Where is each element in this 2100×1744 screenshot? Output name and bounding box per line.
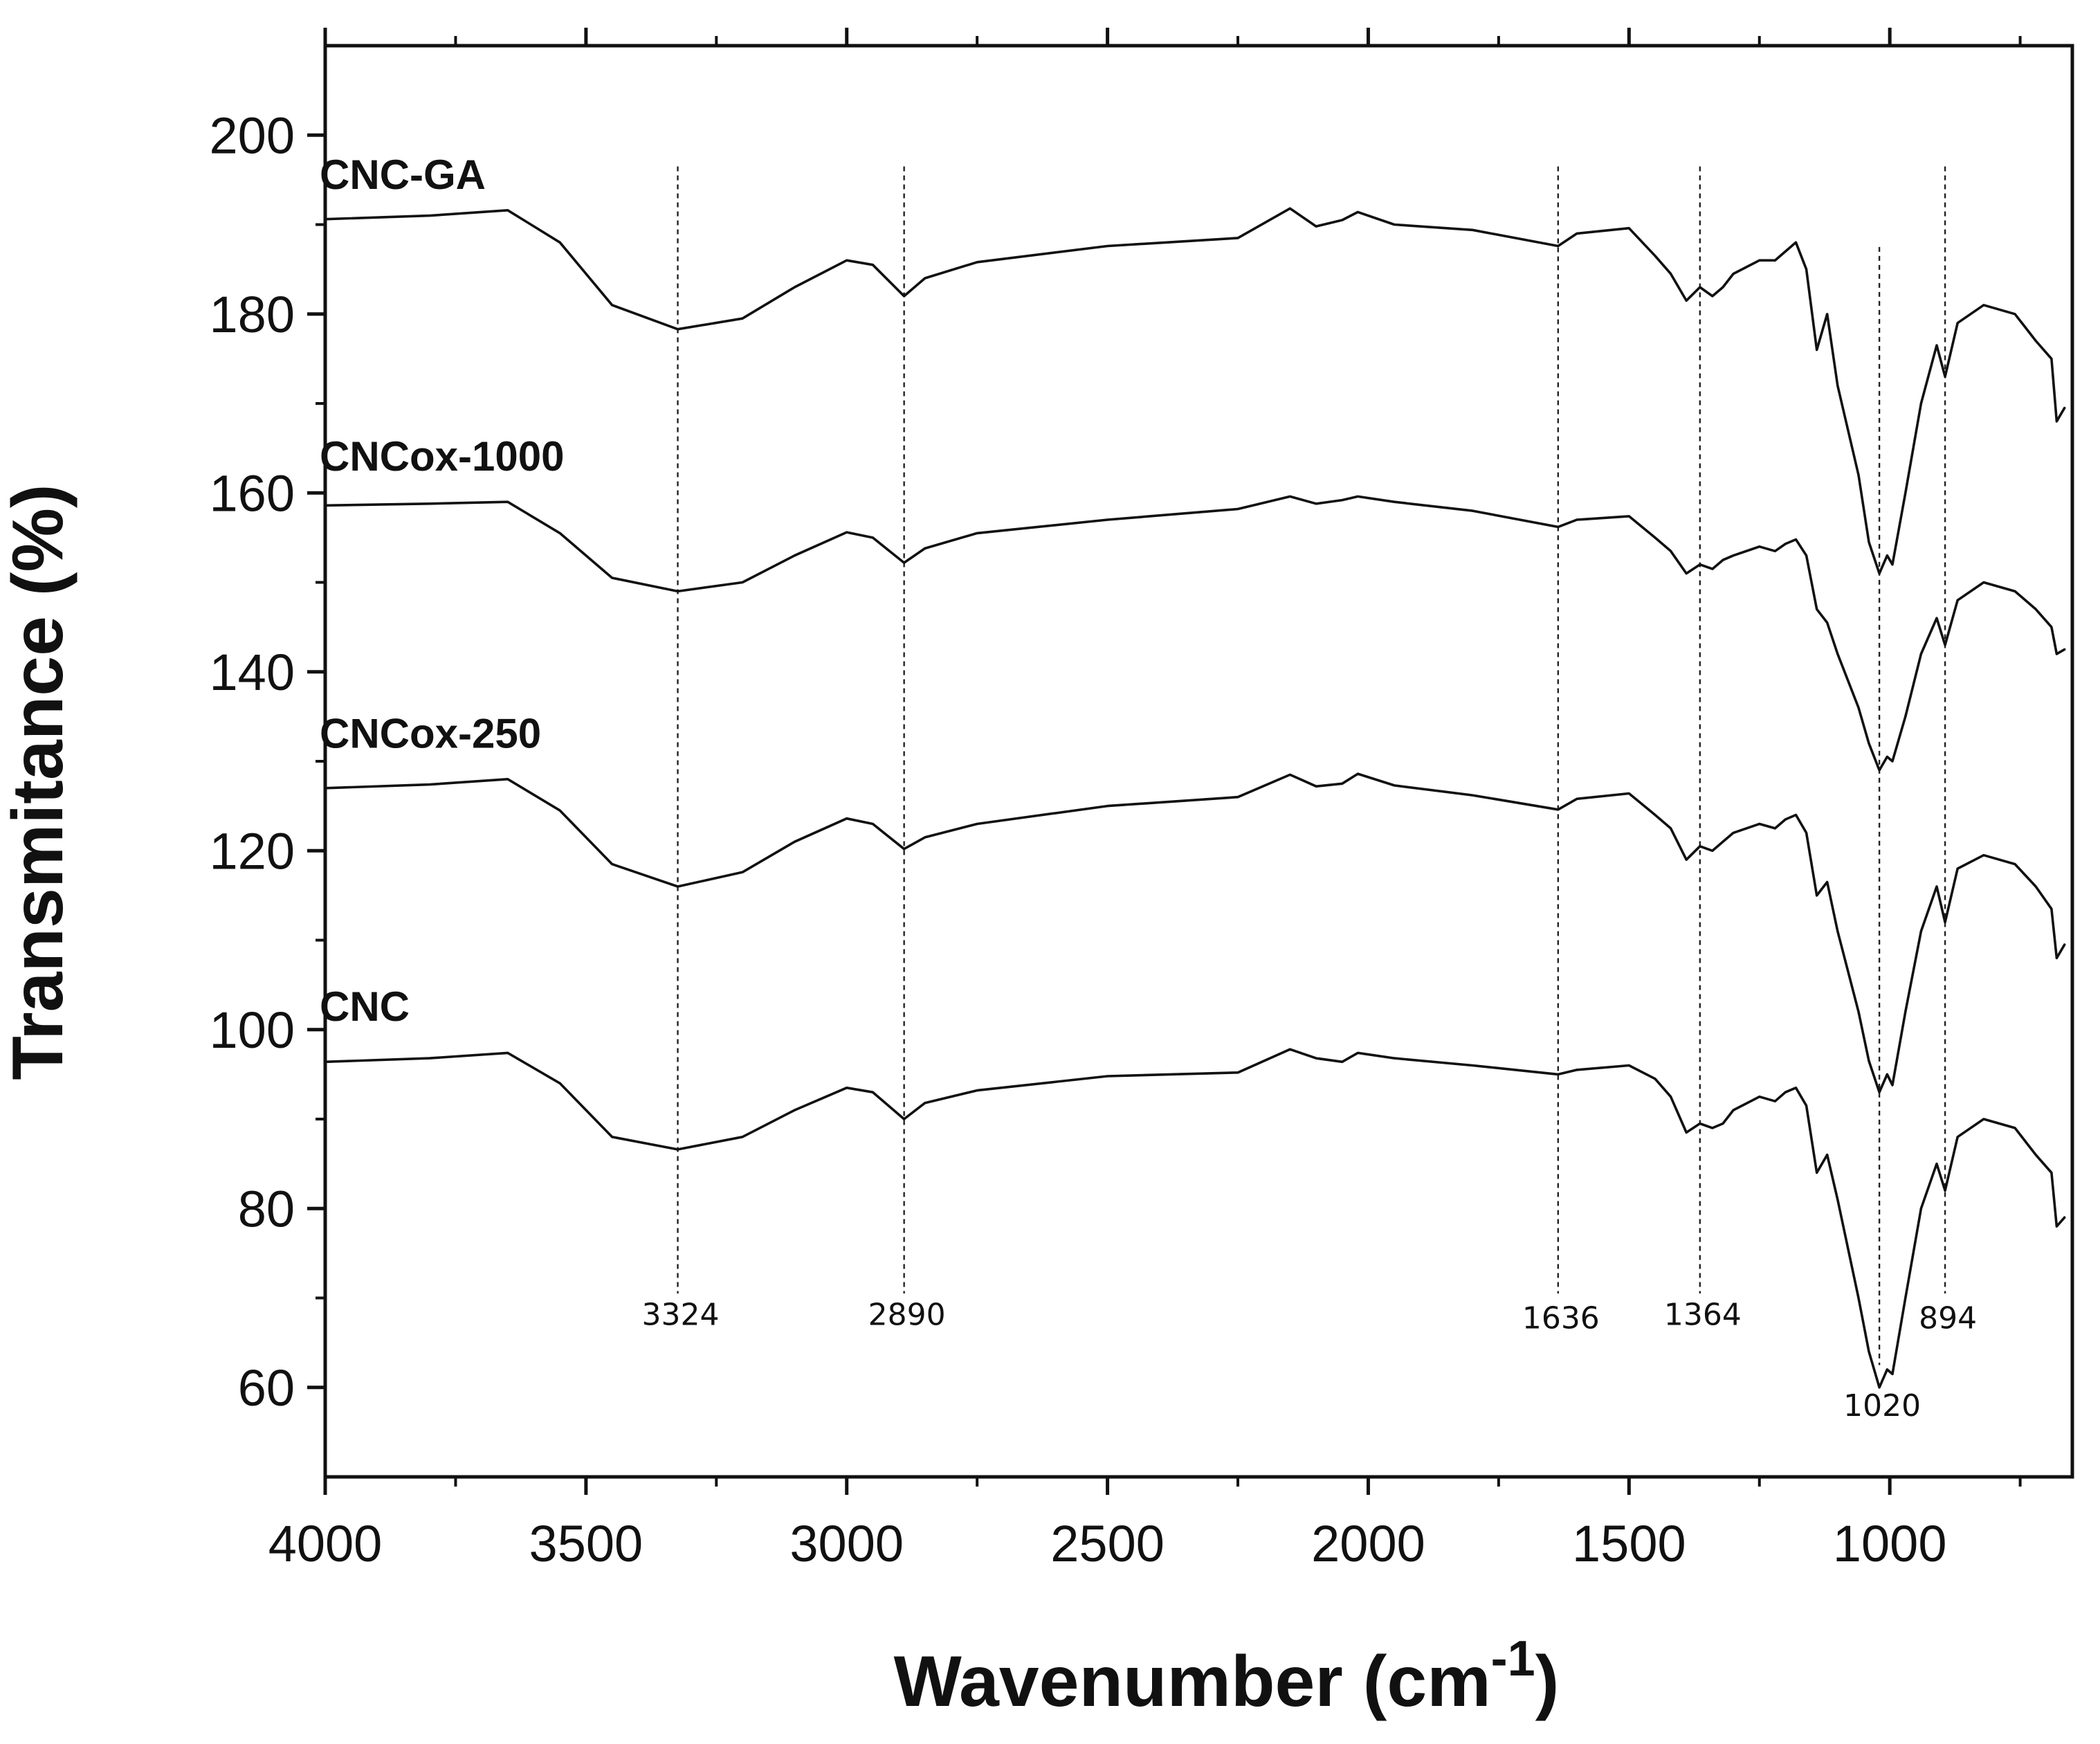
y-tick-label: 80: [238, 1180, 295, 1237]
y-tick-label: 60: [238, 1359, 295, 1417]
peak-label: 1364: [1664, 1297, 1742, 1332]
y-tick-label: 180: [210, 286, 295, 343]
y-tick-label: 160: [210, 464, 295, 522]
x-axis-title-tail: ): [1535, 1642, 1560, 1722]
series-line: [324, 207, 2066, 575]
x-tick-label: 2000: [1311, 1515, 1425, 1572]
series-line: [324, 495, 2066, 772]
series-label: CNCox-250: [320, 711, 541, 757]
peak-label: 894: [1919, 1300, 1977, 1336]
labels-layer: CNC CNCox-250 CNCox-1000 CNC-GA: [320, 152, 564, 1030]
series-line: [324, 1048, 2066, 1389]
peak-label: 2890: [868, 1297, 946, 1332]
y-tick-label: 100: [210, 1001, 295, 1059]
x-tick-label: 1000: [1833, 1515, 1947, 1572]
y-axis-title: Transmitance (%): [0, 484, 78, 1080]
y-tick-label: 120: [210, 822, 295, 880]
peak-label: 3324: [642, 1297, 720, 1332]
series-line: [324, 772, 2066, 1093]
series-label: CNC-GA: [320, 152, 486, 198]
series-layer: [324, 207, 2066, 1389]
x-tick-label: 1500: [1572, 1515, 1686, 1572]
axes-layer: 4000 3500 3000 2500 2000 1500 1000 60 80 100 120 14…: [210, 28, 2074, 1572]
x-tick-label: 3000: [789, 1515, 904, 1572]
x-tick-label: 4000: [268, 1515, 383, 1572]
annotations-layer: 3324 2890 1636 1364 1020 894: [642, 166, 1977, 1424]
x-tick-label: 3500: [529, 1515, 643, 1572]
y-tick-label: 140: [210, 644, 295, 701]
series-label: CNC: [320, 983, 410, 1030]
x-axis-title: Wavenumber (cm-1): [894, 1631, 1560, 1722]
series-label: CNCox-1000: [320, 433, 564, 480]
y-tick-label: 200: [210, 107, 295, 164]
peak-label: 1020: [1843, 1388, 1921, 1424]
x-tick-label: 2500: [1050, 1515, 1165, 1572]
x-axis-title-main: Wavenumber (cm: [894, 1642, 1491, 1722]
x-axis-title-superscript: -1: [1491, 1631, 1535, 1687]
peak-label: 1636: [1522, 1300, 1600, 1336]
